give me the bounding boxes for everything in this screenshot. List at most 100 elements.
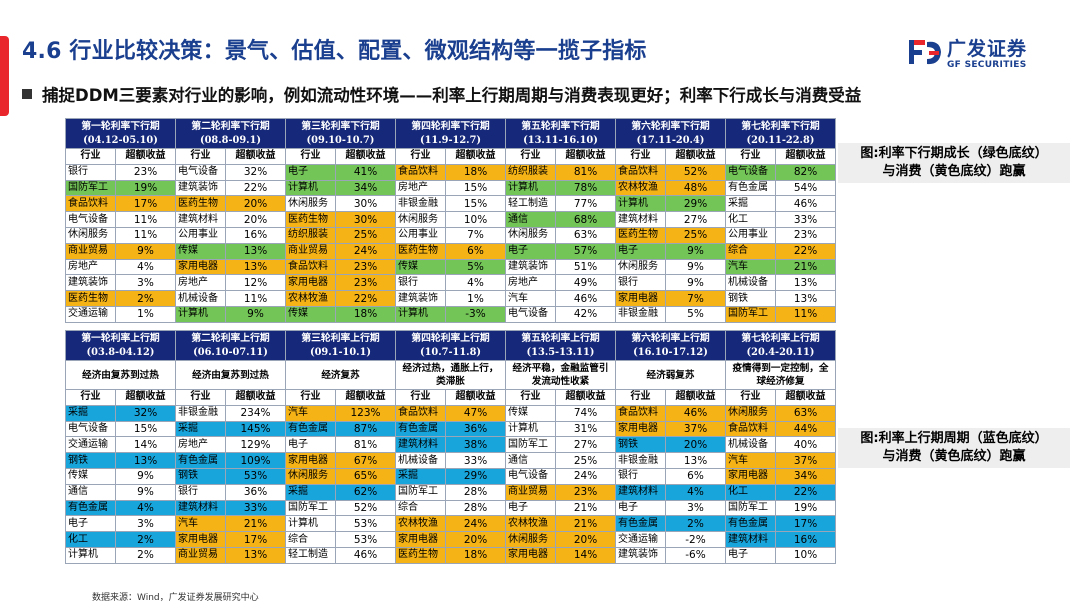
period-dates: (06.10-07.11) — [193, 346, 268, 358]
industry-cell: 计算机 — [395, 305, 446, 323]
excess-return-cell: 12% — [225, 274, 286, 292]
industry-cell: 电子 — [725, 546, 776, 564]
excess-return-cell: 9% — [665, 258, 726, 276]
excess-return-cell: 20% — [225, 211, 286, 228]
excess-return-cell: 10% — [445, 211, 506, 228]
excess-return-cell: 23% — [335, 274, 396, 292]
period-title: 第四轮利率上行期 — [411, 332, 490, 344]
industry-cell: 汽车 — [175, 515, 226, 533]
table-row: 食品饮料 17% 医药生物 20% 休闲服务 30% 非银金融 15% 轻工制造 77% 计算机 29… — [65, 195, 836, 213]
industry-cell: 化工 — [725, 483, 776, 501]
excess-return-cell: 49% — [555, 274, 616, 292]
excess-return-cell: 15% — [445, 179, 506, 197]
industry-cell: 公用事业 — [175, 226, 226, 244]
industry-cell: 电子 — [285, 163, 336, 181]
table-row: 有色金属 4% 建筑材料 33% 国防军工 52% 综合 28% 电子 21% 电子 3% 国防军工 19… — [65, 499, 836, 517]
period-dates: (20.11-22.8) — [746, 134, 815, 146]
industry-cell: 食品饮料 — [395, 404, 446, 422]
industry-cell: 钢铁 — [615, 436, 666, 454]
rate-up-period-header: 第四轮利率上行期 (10.7-11.8) — [395, 330, 506, 361]
industry-cell: 家用电器 — [725, 467, 776, 485]
excess-return-cell: 24% — [335, 242, 396, 260]
excess-return-cell: 22% — [775, 242, 836, 260]
industry-cell: 农林牧渔 — [395, 515, 446, 533]
industry-cell: 休闲服务 — [505, 226, 556, 244]
table-row: 通信 9% 银行 36% 采掘 62% 国防军工 28% 商业贸易 23% 建筑材料 4% 化工 22% — [65, 483, 836, 501]
excess-return-cell: 18% — [445, 546, 506, 564]
excess-return-cell: 21% — [555, 499, 616, 517]
industry-cell: 钢铁 — [175, 467, 226, 485]
industry-cell: 商业贸易 — [285, 242, 336, 260]
rate-up-period-header: 第三轮利率上行期 (09.1-10.1) — [285, 330, 396, 361]
industry-cell: 银行 — [395, 274, 446, 292]
industry-cell: 机械设备 — [175, 290, 226, 307]
page-title: 4.6 行业比较决策：景气、估值、配置、微观结构等一揽子指标 — [22, 39, 647, 64]
excess-return-cell: 17% — [115, 195, 176, 213]
industry-cell: 休闲服务 — [65, 226, 116, 244]
excess-return-cell: 19% — [115, 179, 176, 197]
column-label-excess-return: 超额收益 — [555, 148, 616, 165]
regime-cell: 经济过热，通胀上行，类滞胀 — [395, 360, 506, 390]
excess-return-cell: 13% — [665, 452, 726, 469]
excess-return-cell: 21% — [775, 258, 836, 276]
table-row: 银行 23% 电气设备 32% 电子 41% 食品饮料 18% 纺织服装 81% 食品饮料 52% 电气… — [65, 163, 836, 181]
industry-cell: 非银金融 — [395, 195, 446, 213]
industry-cell: 机械设备 — [725, 436, 776, 454]
industry-cell: 食品饮料 — [65, 195, 116, 213]
excess-return-cell: 109% — [225, 452, 286, 469]
logo-name-en: GF SECURITIES — [947, 60, 1027, 70]
industry-cell: 计算机 — [615, 195, 666, 213]
industry-cell: 电子 — [505, 499, 556, 517]
industry-cell: 建筑材料 — [615, 483, 666, 501]
excess-return-cell: 11% — [775, 305, 836, 323]
industry-cell: 计算机 — [285, 179, 336, 197]
industry-cell: 房地产 — [65, 258, 116, 276]
industry-cell: 钢铁 — [725, 290, 776, 307]
excess-return-cell: 57% — [555, 242, 616, 260]
industry-cell: 建筑装饰 — [175, 179, 226, 197]
rate-down-period-header: 第一轮利率下行期 (04.12-05.10) — [65, 118, 176, 149]
excess-return-cell: 42% — [555, 305, 616, 323]
excess-return-cell: 13% — [225, 242, 286, 260]
industry-cell: 有色金属 — [175, 452, 226, 469]
industry-cell: 有色金属 — [285, 420, 336, 438]
excess-return-cell: 36% — [225, 483, 286, 501]
industry-cell: 农林牧渔 — [285, 290, 336, 307]
rate-up-period-header: 第七轮利率上行期 (20.4-20.11) — [725, 330, 836, 361]
industry-cell: 电子 — [615, 242, 666, 260]
excess-return-cell: 4% — [115, 258, 176, 276]
industry-cell: 电气设备 — [725, 163, 776, 181]
excess-return-cell: 16% — [225, 226, 286, 244]
table-row: 化工 2% 家用电器 17% 综合 53% 家用电器 20% 休闲服务 20% 交通运输 -2% 建筑材… — [65, 531, 836, 548]
industry-cell: 国防军工 — [725, 499, 776, 517]
industry-cell: 电气设备 — [505, 467, 556, 485]
column-label-excess-return: 超额收益 — [225, 389, 286, 406]
rate-down-period-header: 第六轮利率下行期 (17.11-20.4) — [615, 118, 726, 149]
industry-cell: 国防军工 — [505, 436, 556, 454]
regime-cell: 经济由复苏到过热 — [65, 360, 176, 390]
industry-cell: 商业贸易 — [65, 242, 116, 260]
excess-return-cell: 9% — [665, 274, 726, 292]
column-label-excess-return: 超额收益 — [775, 389, 836, 406]
excess-return-cell: 74% — [555, 404, 616, 422]
excess-return-cell: 34% — [775, 467, 836, 485]
industry-cell: 纺织服装 — [505, 163, 556, 181]
period-dates: (16.10-17.12) — [633, 346, 708, 358]
rate-down-note: 图:利率下行期成长（绿色底纹） 与消费（黄色底纹）跑赢 — [838, 143, 1070, 183]
period-title: 第一轮利率上行期 — [81, 332, 160, 344]
industry-cell: 医药生物 — [395, 546, 446, 564]
industry-cell: 传媒 — [505, 404, 556, 422]
excess-return-cell: 19% — [775, 499, 836, 517]
industry-cell: 通信 — [65, 483, 116, 501]
excess-return-cell: 30% — [335, 211, 396, 228]
industry-cell: 钢铁 — [65, 452, 116, 469]
excess-return-cell: 145% — [225, 420, 286, 438]
industry-cell: 采掘 — [725, 195, 776, 213]
excess-return-cell: 44% — [775, 420, 836, 438]
period-dates: (13.5-13.11) — [526, 346, 595, 358]
excess-return-cell: 24% — [555, 467, 616, 485]
column-label-industry: 行业 — [615, 389, 666, 406]
column-label-industry: 行业 — [615, 148, 666, 165]
column-label-excess-return: 超额收益 — [335, 389, 396, 406]
excess-return-cell: 81% — [555, 163, 616, 181]
